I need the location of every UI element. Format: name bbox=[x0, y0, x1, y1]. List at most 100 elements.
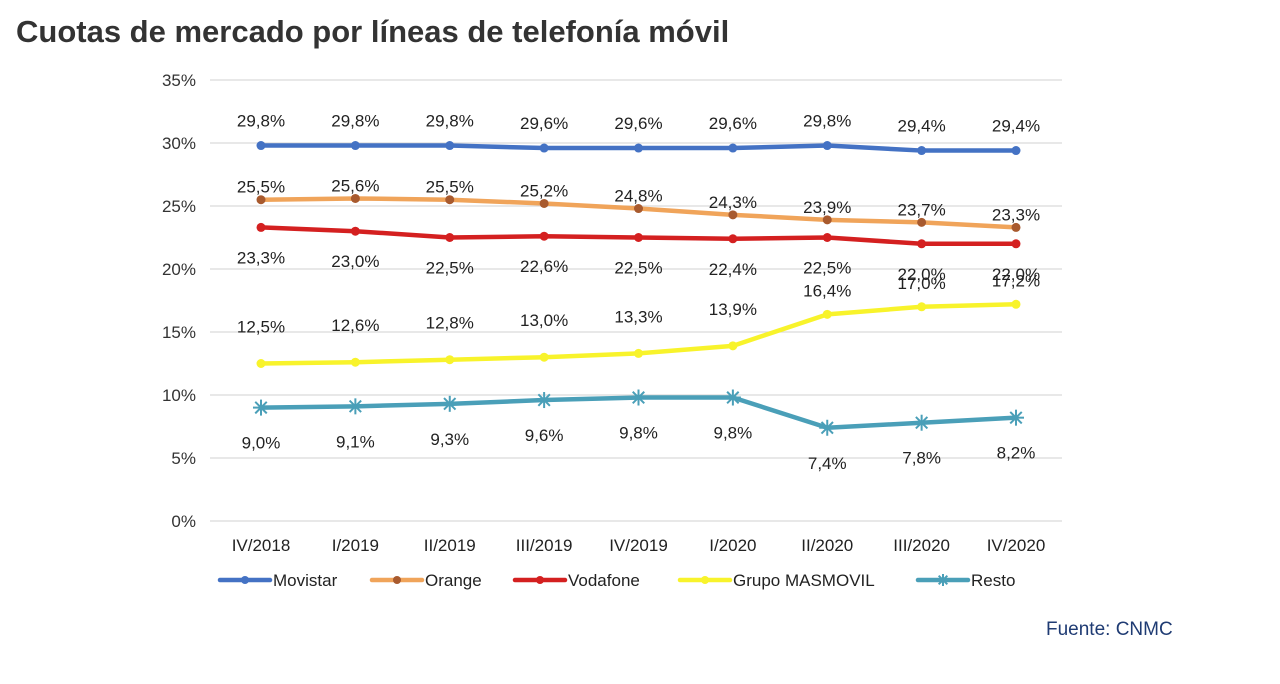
data-point bbox=[256, 222, 266, 232]
data-label: 29,8% bbox=[803, 112, 851, 131]
y-tick-label: 15% bbox=[162, 323, 196, 342]
data-label: 13,3% bbox=[614, 307, 662, 326]
data-label: 9,6% bbox=[525, 426, 564, 445]
legend: Movistar Orange Vodafone Grupo MASMOVIL Rest… bbox=[217, 571, 1015, 590]
data-label: 25,5% bbox=[237, 178, 285, 197]
x-tick-label: IV/2019 bbox=[609, 536, 668, 555]
star-marker-stroke bbox=[726, 391, 740, 404]
data-point bbox=[350, 226, 360, 236]
data-point bbox=[917, 302, 927, 312]
data-point bbox=[634, 348, 643, 358]
data-point bbox=[350, 357, 360, 367]
data-label: 13,9% bbox=[709, 300, 757, 319]
data-label: 22,5% bbox=[614, 259, 662, 278]
data-point bbox=[256, 359, 266, 368]
data-label: 12,8% bbox=[426, 314, 474, 333]
x-tick-label: IV/2018 bbox=[232, 536, 291, 555]
data-point bbox=[917, 146, 927, 156]
legend-label: Vodafone bbox=[568, 571, 640, 590]
x-tick-label: II/2019 bbox=[424, 536, 476, 555]
star-marker-stroke bbox=[254, 401, 268, 415]
legend-item: Grupo MASMOVIL bbox=[677, 571, 875, 590]
series-vodafone bbox=[256, 222, 1021, 249]
data-label: 22,5% bbox=[803, 259, 851, 278]
data-label: 22,0% bbox=[992, 265, 1040, 284]
data-label: 9,8% bbox=[714, 424, 753, 443]
x-tick-label: IV/2020 bbox=[987, 536, 1046, 555]
legend-item: Resto bbox=[915, 571, 1015, 590]
data-label: 7,4% bbox=[808, 454, 847, 473]
legend-label: Grupo MASMOVIL bbox=[733, 571, 875, 590]
series-resto bbox=[253, 389, 1024, 436]
data-point bbox=[1011, 239, 1021, 249]
x-tick-label: III/2019 bbox=[516, 536, 573, 555]
data-point bbox=[728, 143, 738, 153]
series-orange bbox=[256, 193, 1021, 232]
page-title: Cuotas de mercado por líneas de telefoní… bbox=[16, 14, 730, 49]
data-label: 25,2% bbox=[520, 181, 568, 200]
data-point bbox=[822, 141, 832, 151]
series-movistar bbox=[256, 141, 1021, 156]
data-label: 17,0% bbox=[898, 274, 946, 293]
data-label: 9,0% bbox=[242, 434, 281, 453]
data-label: 23,9% bbox=[803, 198, 851, 217]
data-point bbox=[539, 352, 549, 362]
data-labels: 29,8% 29,8% 29,8% 29,6% 29,6% 29,6% 29,8% 29,4%… bbox=[237, 112, 1040, 473]
legend-item: Orange bbox=[369, 571, 482, 590]
data-label: 29,6% bbox=[709, 114, 757, 133]
x-tick-label: II/2020 bbox=[801, 536, 853, 555]
data-point bbox=[350, 193, 360, 203]
y-tick-label: 30% bbox=[162, 134, 196, 153]
data-point bbox=[913, 414, 930, 431]
data-point bbox=[728, 210, 738, 220]
data-point bbox=[1011, 222, 1021, 232]
legend-label: Resto bbox=[971, 571, 1015, 590]
legend-marker bbox=[937, 574, 949, 586]
data-label: 22,0% bbox=[898, 265, 946, 284]
star-marker-stroke bbox=[348, 399, 362, 413]
data-label: 25,5% bbox=[426, 178, 474, 197]
data-label: 8,2% bbox=[997, 444, 1036, 463]
data-label: 12,5% bbox=[237, 318, 285, 337]
y-tick-label: 10% bbox=[162, 386, 196, 405]
x-tick-label: I/2019 bbox=[332, 536, 379, 555]
data-point bbox=[724, 389, 741, 406]
data-point bbox=[819, 419, 836, 436]
data-label: 16,4% bbox=[803, 281, 851, 300]
data-label: 23,3% bbox=[992, 205, 1040, 224]
series-lines bbox=[253, 141, 1024, 436]
legend-marker bbox=[241, 576, 249, 584]
legend-label: Movistar bbox=[273, 571, 338, 590]
data-label: 25,6% bbox=[331, 176, 379, 195]
data-point bbox=[347, 398, 364, 415]
star-marker-stroke bbox=[937, 574, 949, 586]
star-marker-stroke bbox=[915, 416, 929, 430]
data-point bbox=[822, 309, 832, 319]
data-label: 23,0% bbox=[331, 252, 379, 271]
data-point bbox=[445, 355, 455, 365]
legend-marker bbox=[393, 576, 401, 584]
data-point bbox=[630, 389, 647, 406]
star-marker-stroke bbox=[632, 391, 645, 404]
data-point bbox=[822, 215, 832, 225]
data-label: 29,6% bbox=[614, 114, 662, 133]
data-point bbox=[536, 392, 553, 409]
data-label: 17,2% bbox=[992, 271, 1040, 290]
data-point bbox=[634, 204, 643, 214]
data-point bbox=[256, 141, 266, 151]
data-label: 9,1% bbox=[336, 432, 375, 451]
y-tick-label: 35% bbox=[162, 71, 196, 90]
y-tick-label: 20% bbox=[162, 260, 196, 279]
y-tick-label: 5% bbox=[171, 449, 196, 468]
data-label: 29,8% bbox=[426, 112, 474, 131]
data-label: 22,4% bbox=[709, 260, 757, 279]
data-label: 7,8% bbox=[902, 449, 941, 468]
source-note: Fuente: CNMC bbox=[1046, 619, 1173, 640]
data-point bbox=[445, 233, 455, 242]
legend-item: Movistar bbox=[217, 571, 338, 590]
y-tick-label: 0% bbox=[171, 512, 196, 531]
legend-marker bbox=[701, 576, 709, 584]
data-point bbox=[539, 143, 549, 153]
data-point bbox=[634, 143, 643, 153]
